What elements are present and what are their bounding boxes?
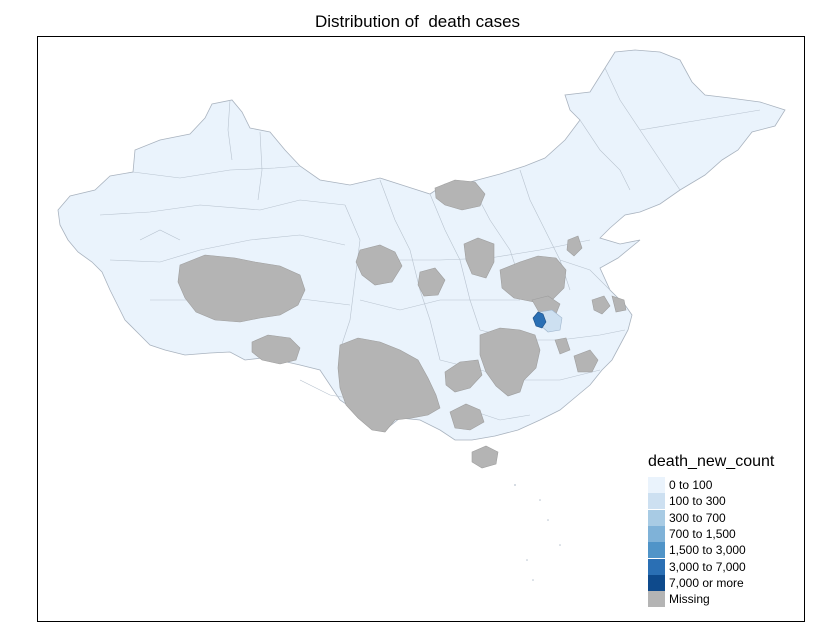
missing-region-qinghai	[355, 244, 403, 286]
legend-item: Missing	[648, 591, 774, 608]
legend-label: 0 to 100	[669, 478, 713, 493]
legend-label: 700 to 1,500	[669, 527, 736, 542]
missing-region-henan-south	[531, 295, 561, 315]
missing-region-tibet-south	[251, 334, 301, 365]
missing-region-hunan	[479, 327, 541, 397]
map-title: Distribution of death cases	[314, 12, 521, 31]
legend-item: 0 to 100	[648, 477, 774, 494]
legend-swatch	[648, 542, 665, 559]
legend-label: 300 to 700	[669, 510, 726, 525]
missing-region-shanxi	[463, 237, 495, 279]
south-sea-islands	[514, 484, 561, 581]
missing-region-gansu	[417, 267, 446, 297]
legend-items: 0 to 100 100 to 300 300 to 700 700 to 1,500…	[648, 477, 774, 608]
missing-region-henan	[499, 255, 567, 303]
missing-regions	[177, 179, 627, 469]
legend-label: 100 to 300	[669, 494, 726, 509]
missing-region-hunan-east	[554, 337, 571, 355]
legend-swatch	[648, 591, 665, 608]
legend-item: 100 to 300	[648, 493, 774, 510]
legend-item: 700 to 1,500	[648, 526, 774, 543]
legend-label: 7,000 or more	[669, 575, 744, 590]
legend-label: 3,000 to 7,000	[669, 559, 746, 574]
missing-region-tibet-west	[177, 254, 306, 323]
missing-region-anhui	[591, 295, 611, 315]
missing-region-guangxi	[449, 403, 485, 431]
missing-region-hebei	[566, 235, 583, 257]
legend-label: 1,500 to 3,000	[669, 543, 746, 558]
legend-swatch	[648, 574, 665, 591]
legend-swatch	[648, 493, 665, 510]
missing-region-jiangxi	[573, 349, 599, 373]
missing-region-inner-mongolia	[434, 179, 486, 211]
legend-swatch	[648, 526, 665, 543]
legend-item: 300 to 700	[648, 509, 774, 526]
legend-swatch	[648, 477, 665, 494]
map-panel	[37, 36, 805, 622]
missing-region-jiangsu	[611, 295, 627, 313]
legend-swatch	[648, 558, 665, 575]
legend-label: Missing	[669, 592, 710, 607]
map-legend: death_new_count 0 to 100 100 to 300 300 to…	[648, 453, 775, 608]
legend-item: 7,000 or more	[648, 574, 774, 591]
missing-region-hainan	[471, 445, 499, 469]
missing-region-sichuan	[337, 337, 441, 433]
legend-item: 1,500 to 3,000	[648, 542, 774, 559]
region-wuhan	[532, 311, 547, 329]
missing-region-chongqing	[444, 359, 483, 393]
legend-title: death_new_count	[648, 453, 775, 470]
legend-swatch	[648, 509, 665, 526]
legend-item: 3,000 to 7,000	[648, 558, 774, 575]
